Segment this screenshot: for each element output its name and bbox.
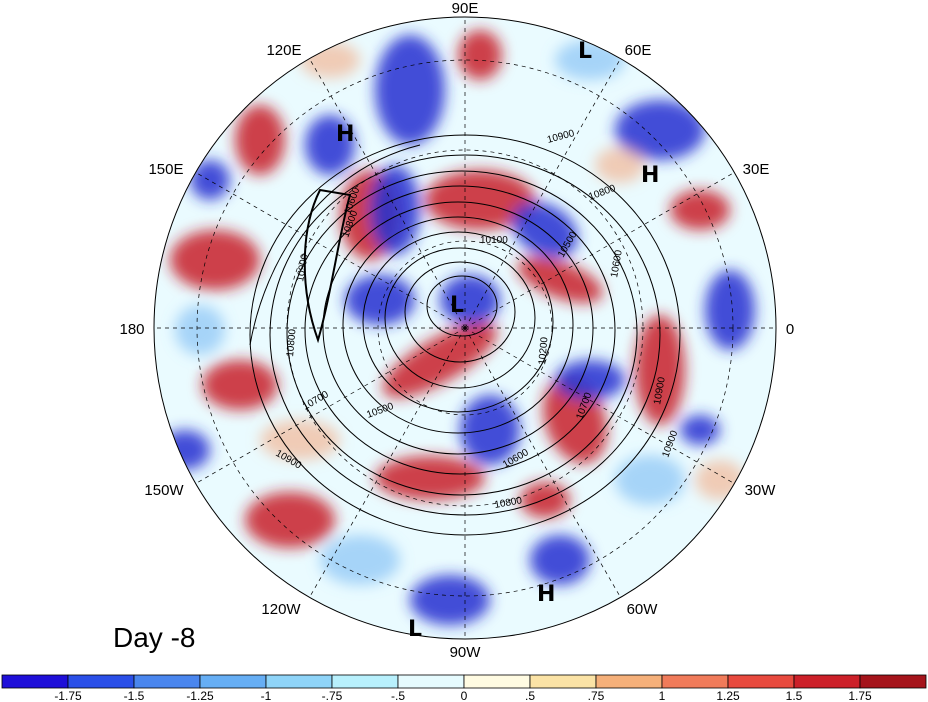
lon-label-60w: 60W xyxy=(627,601,659,618)
colorbar-tick-label: 0 xyxy=(461,689,468,702)
colorbar-tick-label: -1.5 xyxy=(124,689,145,702)
colorbar-tick-label: -.5 xyxy=(391,689,405,702)
lon-label-60e: 60E xyxy=(625,42,652,59)
colorbar-swatch xyxy=(199,674,267,689)
colorbar-tick-label: 1.75 xyxy=(848,689,872,702)
colorbar-swatch xyxy=(1,674,69,689)
lon-label-120e: 120E xyxy=(266,42,301,59)
low-marker-90w: L xyxy=(408,617,422,642)
lon-label-150w: 150W xyxy=(144,482,184,499)
colorbar-tick-label: -.75 xyxy=(322,689,343,702)
colorbar-tick-label: 1.25 xyxy=(716,689,740,702)
colorbar-swatch xyxy=(529,674,597,689)
colorbar-swatch xyxy=(265,674,333,689)
colorbar-swatch xyxy=(397,674,465,689)
contour-label: 10800 xyxy=(494,495,524,511)
colorbar-swatch xyxy=(661,674,729,689)
light-positive-anomalies xyxy=(260,42,745,500)
graticule-parallels xyxy=(196,59,734,597)
high-marker-60w: H xyxy=(537,582,555,607)
colorbar: -1.75 -1.5 -1.25 -1 -.75 -.5 0 .5 .75 1 1.25 1.5 1.7… xyxy=(1,674,927,702)
colorbar-swatch xyxy=(67,674,135,689)
graticule-meridians xyxy=(154,17,776,639)
contour-label: 10900 xyxy=(652,376,668,406)
lon-label-30w: 30W xyxy=(745,482,777,499)
colorbar-tick-label: 1.5 xyxy=(786,689,803,702)
colorbar-tick-labels: -1.75 -1.5 -1.25 -1 -.75 -.5 0 .5 .75 1 1.25 1.5 1.7… xyxy=(54,689,872,702)
colorbar-swatch xyxy=(463,674,531,689)
lon-label-120w: 120W xyxy=(261,601,301,618)
lon-label-30e: 30E xyxy=(743,161,770,178)
lon-label-90w: 90W xyxy=(450,644,482,661)
map-disc xyxy=(153,16,777,640)
contour-label: 10200 xyxy=(537,336,550,365)
contour-label: 10100 xyxy=(480,235,508,246)
low-marker-60e: L xyxy=(578,39,592,64)
panel-label: Day -8 xyxy=(113,622,195,653)
lon-label-0: 0 xyxy=(786,321,794,338)
lon-label-90e: 90E xyxy=(452,0,479,17)
lon-label-180: 180 xyxy=(119,321,144,338)
contour-label: 10600 xyxy=(609,249,625,279)
colorbar-swatch xyxy=(859,674,927,689)
high-marker-120e: H xyxy=(336,122,354,147)
colorbar-tick-label: -1.75 xyxy=(54,689,82,702)
colorbar-tick-label: -1 xyxy=(261,689,272,702)
colorbar-tick-label: 1 xyxy=(659,689,666,702)
colorbar-swatches xyxy=(1,674,927,689)
colorbar-tick-label: -1.25 xyxy=(186,689,214,702)
colorbar-swatch xyxy=(595,674,663,689)
positive-anomalies xyxy=(170,30,730,548)
colorbar-tick-label: .75 xyxy=(588,689,605,702)
map-boundary xyxy=(153,16,777,640)
pressure-center-markers: L L L H H H xyxy=(336,39,659,642)
lon-label-150e: 150E xyxy=(148,161,183,178)
longitude-labels: 90E 60E 30E 0 30W 60W 90W 120W 150W 180 … xyxy=(119,0,794,661)
colorbar-swatch xyxy=(133,674,201,689)
low-marker-pole: L xyxy=(450,293,464,318)
colorbar-tick-label: .5 xyxy=(525,689,535,702)
colorbar-swatch xyxy=(727,674,795,689)
colorbar-swatch xyxy=(793,674,861,689)
contour-label: 10800 xyxy=(285,328,298,357)
colorbar-swatch xyxy=(331,674,399,689)
contour-label: 10900 xyxy=(295,253,311,283)
high-marker-30e: H xyxy=(641,163,659,188)
